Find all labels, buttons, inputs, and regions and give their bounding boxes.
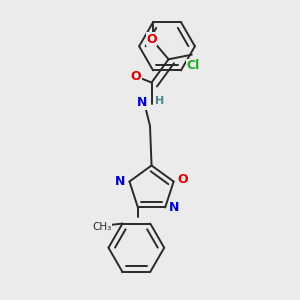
- Text: H: H: [155, 96, 164, 106]
- Text: N: N: [115, 175, 125, 188]
- Text: O: O: [178, 173, 188, 187]
- Text: Cl: Cl: [187, 59, 200, 72]
- Text: O: O: [146, 33, 157, 46]
- Text: CH₃: CH₃: [93, 222, 112, 232]
- Text: N: N: [169, 201, 180, 214]
- Text: O: O: [131, 70, 141, 83]
- Text: N: N: [137, 96, 147, 109]
